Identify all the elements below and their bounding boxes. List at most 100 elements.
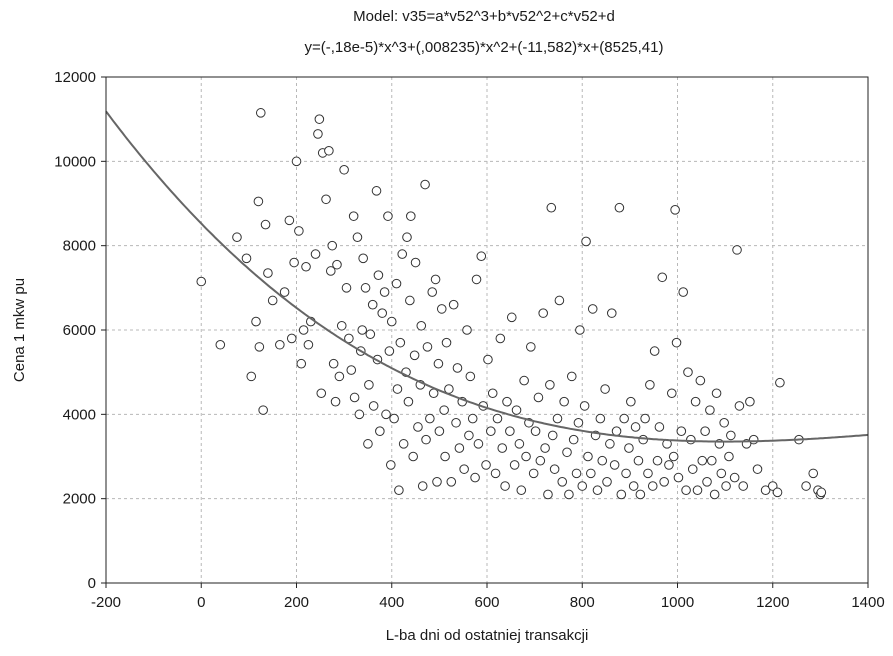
y-axis-label: Cena 1 mkw pu — [11, 278, 28, 382]
data-point — [633, 455, 644, 466]
data-point — [738, 481, 749, 491]
data-point — [808, 468, 819, 479]
data-point — [310, 249, 321, 259]
data-point — [385, 460, 396, 470]
data-point — [626, 396, 636, 407]
data-point — [695, 375, 706, 386]
data-point — [706, 455, 717, 466]
data-point — [232, 232, 242, 243]
data-point — [332, 259, 342, 270]
x-tick-label: 600 — [474, 594, 499, 611]
data-point — [254, 342, 265, 352]
data-point — [413, 422, 423, 432]
data-point — [314, 114, 325, 124]
data-point — [490, 468, 501, 479]
data-point — [275, 339, 285, 350]
x-tick-label: 1400 — [851, 594, 884, 611]
data-point — [497, 443, 508, 453]
data-point — [516, 485, 527, 496]
data-point — [409, 350, 420, 361]
data-point — [657, 272, 668, 283]
data-point — [519, 375, 529, 386]
data-point — [511, 405, 522, 415]
data-point — [752, 464, 763, 474]
data-point — [365, 329, 376, 340]
data-point — [700, 426, 710, 437]
data-point — [391, 278, 402, 289]
data-point — [597, 455, 608, 466]
data-point — [454, 443, 465, 453]
data-point — [464, 430, 474, 441]
data-point — [628, 481, 639, 491]
data-point — [506, 312, 517, 323]
data-point — [583, 451, 593, 462]
data-point — [251, 316, 261, 327]
data-point — [734, 401, 745, 411]
data-point — [386, 316, 397, 327]
data-point — [246, 371, 257, 382]
data-point — [670, 205, 680, 215]
data-point — [709, 489, 720, 500]
data-point — [253, 196, 264, 207]
data-point — [346, 365, 357, 375]
data-point — [405, 295, 415, 306]
data-point — [538, 308, 548, 318]
data-point — [732, 245, 742, 255]
data-point — [321, 194, 331, 205]
chart-title: Model: v35=a*v52^3+b*v52^2+c*v52+d — [353, 8, 615, 25]
data-point — [434, 426, 445, 437]
data-point — [521, 451, 531, 462]
data-point — [427, 287, 438, 297]
data-point — [279, 287, 290, 297]
data-point — [683, 367, 693, 377]
data-point — [422, 342, 433, 352]
data-point — [500, 481, 510, 491]
data-point — [284, 215, 295, 226]
data-point — [430, 274, 441, 285]
data-point — [324, 145, 334, 156]
data-point — [528, 468, 539, 479]
data-point — [526, 342, 536, 352]
data-point — [316, 388, 327, 399]
x-tick-label: 1200 — [756, 594, 789, 611]
data-point — [465, 371, 476, 382]
data-point — [403, 396, 414, 407]
data-point — [687, 464, 698, 474]
data-point — [543, 489, 553, 500]
data-point — [535, 455, 546, 466]
data-point — [349, 392, 360, 403]
data-point — [432, 477, 442, 487]
data-point — [635, 489, 646, 500]
data-point — [267, 295, 278, 306]
data-point — [481, 460, 491, 470]
data-point — [605, 439, 615, 449]
data-point — [540, 443, 550, 453]
data-point — [549, 464, 560, 474]
data-point — [451, 417, 461, 428]
data-point — [726, 430, 736, 441]
data-point — [260, 219, 271, 230]
data-point — [716, 468, 727, 479]
data-point — [652, 455, 663, 466]
data-point — [473, 439, 484, 449]
data-point — [389, 413, 399, 424]
data-point — [581, 236, 591, 247]
data-point — [398, 439, 409, 449]
data-point — [486, 426, 496, 437]
data-point — [334, 371, 345, 382]
data-point — [379, 287, 390, 297]
data-point — [394, 485, 404, 496]
x-axis-label: L-ba dni od ostatniej transakcji — [386, 627, 589, 644]
data-point — [330, 396, 341, 407]
data-point — [530, 426, 541, 437]
data-point — [417, 481, 428, 491]
data-point — [352, 232, 363, 243]
data-point — [483, 354, 493, 365]
data-point — [609, 460, 620, 470]
y-tick-label: 4000 — [63, 406, 96, 423]
data-point — [564, 489, 574, 500]
data-point — [702, 477, 712, 487]
data-point — [577, 481, 588, 491]
data-point — [673, 472, 684, 483]
